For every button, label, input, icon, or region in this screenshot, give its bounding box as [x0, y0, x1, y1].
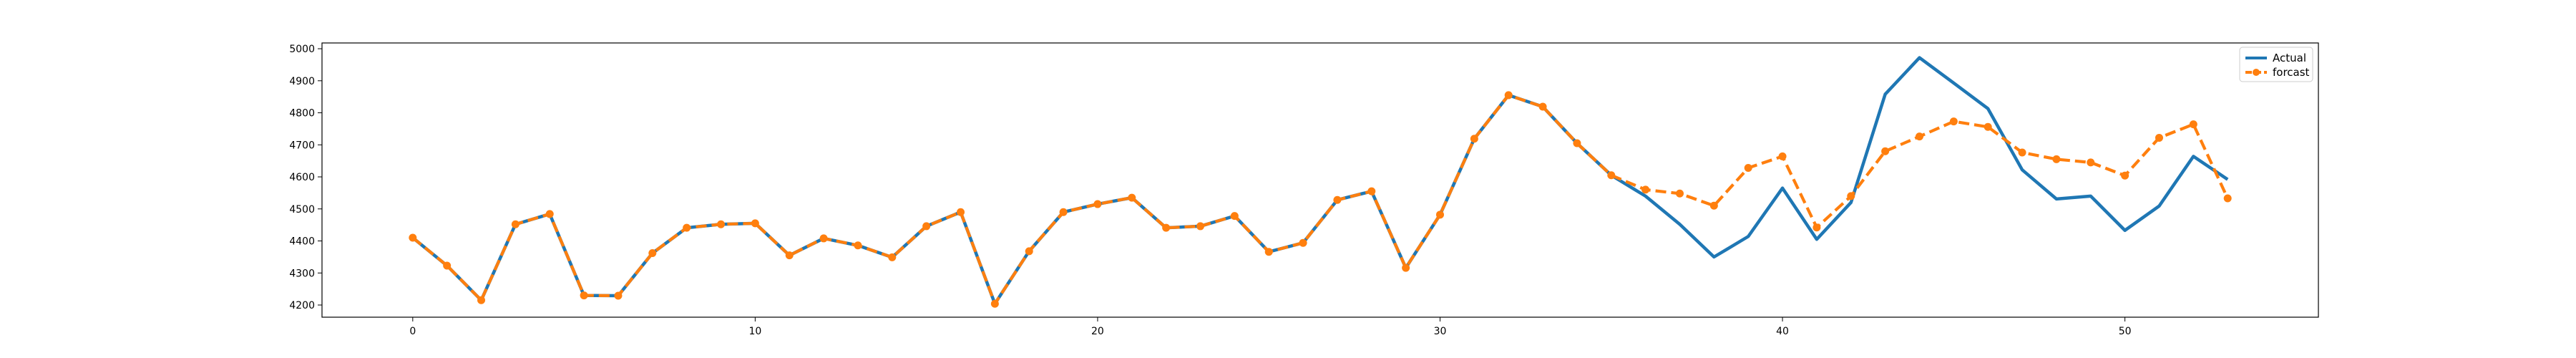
data-point-forcast: [785, 251, 794, 260]
legend: Actual forcast: [2239, 47, 2313, 82]
data-point-forcast: [1744, 163, 1752, 172]
data-point-forcast: [1230, 212, 1239, 221]
data-point-forcast: [683, 223, 691, 232]
data-point-forcast: [443, 261, 452, 270]
data-point-forcast: [1881, 147, 1890, 155]
data-point-forcast: [2018, 148, 2026, 157]
data-point-forcast: [1675, 189, 1684, 198]
data-point-forcast: [2121, 171, 2129, 180]
data-point-forcast: [1641, 185, 1650, 194]
data-point-forcast: [990, 299, 999, 308]
y-tick-label: 4900: [289, 76, 315, 87]
data-point-forcast: [1538, 102, 1547, 111]
data-point-forcast: [1573, 139, 1581, 147]
data-point-forcast: [545, 210, 554, 218]
data-point-forcast: [2052, 155, 2061, 163]
data-point-forcast: [614, 291, 623, 300]
data-point-forcast: [1813, 223, 1821, 232]
data-point-forcast: [1470, 135, 1478, 143]
plot-frame: [321, 42, 2319, 318]
data-point-forcast: [2223, 194, 2232, 203]
data-point-forcast: [1435, 211, 1444, 219]
legend-marker-forcast: [2253, 69, 2260, 76]
data-point-forcast: [922, 222, 931, 231]
data-point-forcast: [717, 220, 726, 228]
y-tick-label: 4700: [289, 140, 315, 151]
data-point-forcast: [1059, 208, 1068, 216]
data-point-forcast: [888, 253, 897, 261]
data-point-forcast: [1915, 132, 1923, 141]
y-tick-label: 4600: [289, 172, 315, 183]
y-tick-label: 4200: [289, 300, 315, 311]
x-tick-label: 40: [1776, 326, 1789, 337]
y-tick-label: 4500: [289, 204, 315, 216]
data-point-forcast: [1264, 248, 1273, 256]
data-point-forcast: [1299, 238, 1307, 247]
y-tick-label: 4300: [289, 268, 315, 279]
data-point-forcast: [751, 219, 759, 228]
data-point-forcast: [1025, 247, 1033, 256]
data-point-forcast: [1367, 187, 1376, 195]
y-tick-label: 5000: [289, 44, 315, 55]
data-point-forcast: [1196, 222, 1205, 231]
data-point-forcast: [1709, 201, 1718, 210]
data-point-forcast: [957, 208, 965, 216]
data-point-forcast: [648, 249, 657, 258]
x-tick-label: 30: [1434, 326, 1447, 337]
data-point-forcast: [1162, 223, 1171, 232]
series-line-forcast: [411, 93, 2230, 306]
x-tick-label: 50: [2119, 326, 2132, 337]
data-point-forcast: [854, 241, 862, 250]
data-point-forcast: [1847, 192, 1855, 200]
data-point-forcast: [1093, 200, 1102, 208]
data-point-forcast: [477, 296, 486, 304]
series-line-actual: [411, 56, 2229, 306]
data-point-forcast: [2155, 133, 2163, 142]
data-point-forcast: [819, 234, 828, 243]
legend-label-actual: Actual: [2273, 52, 2306, 64]
y-tick-label: 4400: [289, 236, 315, 248]
data-point-forcast: [511, 220, 519, 228]
data-point-forcast: [1778, 152, 1787, 160]
data-point-forcast: [1333, 195, 1342, 204]
x-tick-label: 0: [409, 326, 416, 337]
data-point-forcast: [1607, 171, 1616, 180]
data-point-forcast: [2189, 120, 2197, 129]
data-point-forcast: [580, 291, 588, 300]
data-point-forcast: [1984, 122, 1992, 131]
x-tick-label: 10: [748, 326, 761, 337]
data-point-forcast: [409, 233, 417, 242]
data-point-forcast: [1504, 91, 1513, 100]
data-point-forcast: [1128, 193, 1136, 202]
data-point-forcast: [1402, 263, 1410, 272]
legend-label-forcast: forcast: [2273, 66, 2310, 79]
x-tick-label: 20: [1091, 326, 1104, 337]
y-tick-label: 4800: [289, 108, 315, 120]
data-point-forcast: [1949, 117, 1958, 126]
data-point-forcast: [2087, 158, 2095, 167]
